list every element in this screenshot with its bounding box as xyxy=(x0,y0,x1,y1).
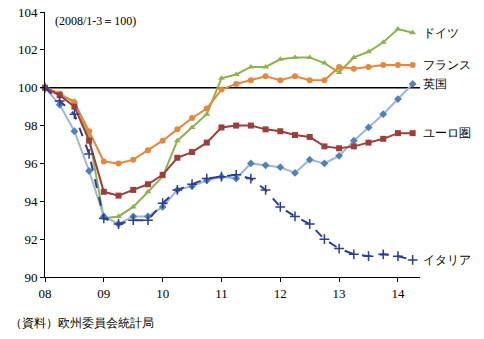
svg-text:13: 13 xyxy=(333,286,346,301)
svg-text:100: 100 xyxy=(18,80,38,95)
svg-text:(2008/1-3＝100): (2008/1-3＝100) xyxy=(55,14,136,28)
svg-text:イタリア: イタリア xyxy=(423,253,471,267)
svg-text:96: 96 xyxy=(24,156,38,171)
svg-text:ドイツ: ドイツ xyxy=(423,26,459,40)
svg-text:08: 08 xyxy=(39,286,52,301)
svg-text:92: 92 xyxy=(24,232,37,247)
svg-text:102: 102 xyxy=(18,42,38,57)
svg-text:10: 10 xyxy=(156,286,169,301)
svg-text:ユーロ圏: ユーロ圏 xyxy=(423,126,471,140)
svg-text:（資料）欧州委員会統計局: （資料）欧州委員会統計局 xyxy=(10,316,154,330)
svg-text:94: 94 xyxy=(24,194,38,209)
svg-text:104: 104 xyxy=(18,5,38,20)
svg-text:英国: 英国 xyxy=(423,77,447,91)
svg-text:90: 90 xyxy=(24,270,37,285)
svg-text:12: 12 xyxy=(274,286,287,301)
svg-text:98: 98 xyxy=(24,118,37,133)
svg-text:09: 09 xyxy=(97,286,110,301)
svg-text:フランス: フランス xyxy=(423,58,471,72)
svg-text:14: 14 xyxy=(391,286,405,301)
svg-text:11: 11 xyxy=(215,286,228,301)
